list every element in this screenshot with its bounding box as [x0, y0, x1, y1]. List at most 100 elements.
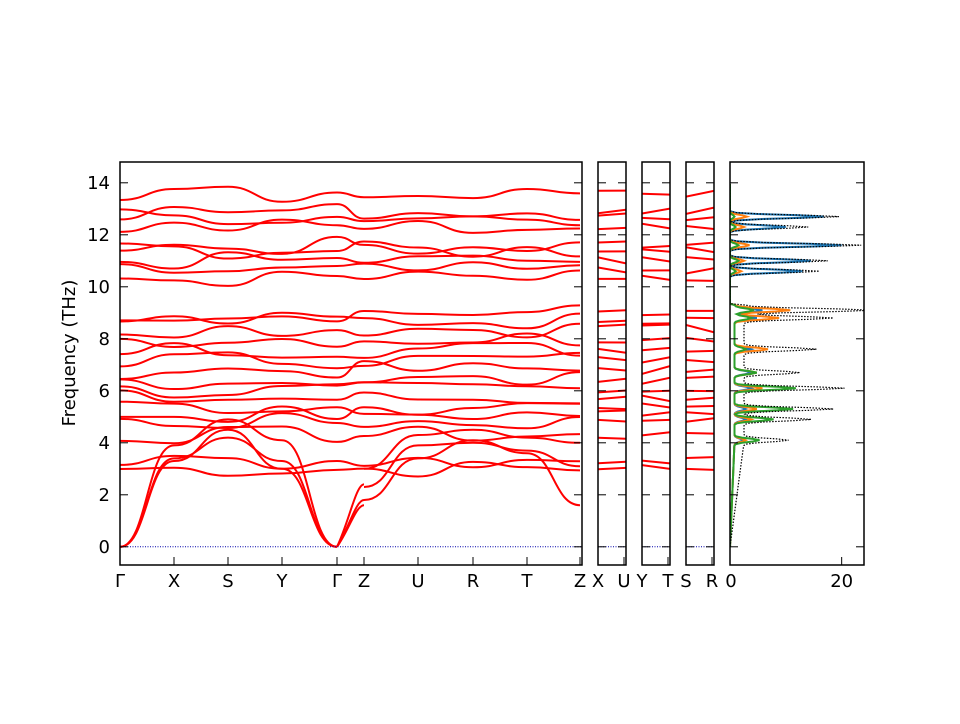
- panel-3-band-3: [686, 418, 714, 422]
- ytick-label-8: 8: [99, 329, 110, 350]
- acoustic-zu-1: [364, 443, 580, 487]
- panel-3-band-1: [686, 457, 714, 458]
- panel-2-band-19: [642, 249, 670, 251]
- panel-3-band-13: [686, 325, 714, 332]
- panel-1-band-17: [598, 268, 626, 273]
- ytick-label-10: 10: [87, 277, 110, 298]
- optical-band-13: [120, 324, 580, 338]
- panel-2-band-6: [642, 396, 670, 402]
- panel-2-band-16: [642, 276, 670, 280]
- panel-2-band-5: [642, 403, 670, 407]
- panel-3-band-2: [686, 433, 714, 434]
- panel-2-band-4: [642, 412, 670, 415]
- panel-2-band-15: [642, 314, 670, 315]
- kpoint-label-13: T: [662, 571, 675, 592]
- panel-3-band-6: [686, 398, 714, 400]
- optical-band-24: [120, 187, 580, 202]
- optical-band-2: [120, 426, 580, 443]
- panel-3-band-19: [686, 247, 714, 252]
- panel-2-band-10: [642, 357, 670, 362]
- panel-2-band-23: [642, 209, 670, 214]
- panel-1-band-11: [598, 349, 626, 353]
- panel-2-band-2: [642, 432, 670, 435]
- optical-band-3: [120, 413, 580, 428]
- kpoint-label-11: U: [617, 571, 630, 592]
- panel-frame-0: [120, 162, 582, 565]
- panel-1-band-8: [598, 379, 626, 382]
- kpoint-label-15: R: [706, 571, 719, 592]
- dos-xtick-label-0: 0: [725, 571, 736, 592]
- panel-3-band-22: [686, 217, 714, 220]
- panel-1-band-13: [598, 325, 626, 326]
- ytick-label-0: 0: [99, 537, 110, 558]
- data-layer: [120, 184, 872, 547]
- panel-1-band-20: [598, 241, 626, 242]
- panel-1-band-1: [598, 462, 626, 464]
- ytick-label-4: 4: [99, 433, 110, 454]
- y-axis-label: Frequency (THz): [59, 280, 80, 427]
- panel-3-band-17: [686, 268, 714, 273]
- ytick-label-2: 2: [99, 485, 110, 506]
- panel-1-band-3: [598, 420, 626, 422]
- panel-frame-4: [730, 162, 864, 565]
- panel-frame-2: [642, 162, 670, 565]
- optical-band-21: [120, 220, 580, 233]
- panel-1-band-21: [598, 228, 626, 229]
- optical-band-10: [120, 352, 580, 368]
- panel-2-band-24: [642, 194, 670, 195]
- panel-3-band-9: [686, 370, 714, 372]
- kpoint-label-8: T: [521, 571, 534, 592]
- panel-1-band-15: [598, 310, 626, 311]
- kpoint-label-5: Z: [358, 571, 370, 592]
- panel-2-band-8: [642, 378, 670, 384]
- panel-2-band-22: [642, 218, 670, 219]
- kpoint-label-1: X: [168, 571, 180, 592]
- panel-1-band-2: [598, 438, 626, 439]
- panel-1-band-6: [598, 397, 626, 399]
- dos-curves: [730, 184, 872, 547]
- kpoint-label-0: Γ: [115, 571, 125, 592]
- kpoint-label-9: Z: [574, 571, 586, 592]
- panel-3-band-10: [686, 360, 714, 362]
- panel-frame-3: [686, 162, 714, 565]
- band-lines-main: [120, 187, 580, 547]
- kpoint-label-14: S: [680, 571, 691, 592]
- panel-1-band-14: [598, 321, 626, 322]
- optical-band-18: [120, 252, 580, 268]
- panel-1-band-9: [598, 368, 626, 370]
- optical-band-15: [120, 305, 580, 321]
- dos-curve-blue: [730, 184, 842, 547]
- kpoint-label-6: U: [411, 571, 424, 592]
- band-lines-panel-3: [686, 191, 714, 470]
- panel-2-band-3: [642, 420, 670, 421]
- dos-curve-green: [730, 184, 796, 547]
- ytick-label-12: 12: [87, 225, 110, 246]
- dos-xtick-label-20: 20: [830, 571, 853, 592]
- ytick-label-14: 14: [87, 173, 110, 194]
- dos-curve-total: [730, 184, 872, 547]
- kpoint-label-12: Y: [636, 571, 649, 592]
- optical-band-17: [120, 262, 580, 272]
- acoustic-gz-2: [337, 484, 364, 546]
- panel-3-band-11: [686, 351, 714, 352]
- panel-1-band-4: [598, 410, 626, 411]
- panel-1-band-18: [598, 257, 626, 263]
- panel-3-band-5: [686, 406, 714, 407]
- optical-band-9: [120, 361, 580, 379]
- panel-1-band-5: [598, 408, 626, 409]
- panel-3-band-21: [686, 226, 714, 229]
- kpoint-label-7: R: [467, 571, 480, 592]
- panel-3-band-18: [686, 257, 714, 259]
- optical-band-4: [120, 406, 580, 421]
- kpoint-label-2: S: [222, 571, 233, 592]
- panel-3-band-23: [686, 208, 714, 214]
- panel-1-band-0: [598, 468, 626, 469]
- dos-curve-orange: [730, 184, 790, 547]
- panel-3-band-24: [686, 191, 714, 197]
- panel-3-band-8: [686, 377, 714, 378]
- panel-1-band-23: [598, 210, 626, 214]
- panel-3-band-4: [686, 412, 714, 414]
- panel-3-band-20: [686, 243, 714, 245]
